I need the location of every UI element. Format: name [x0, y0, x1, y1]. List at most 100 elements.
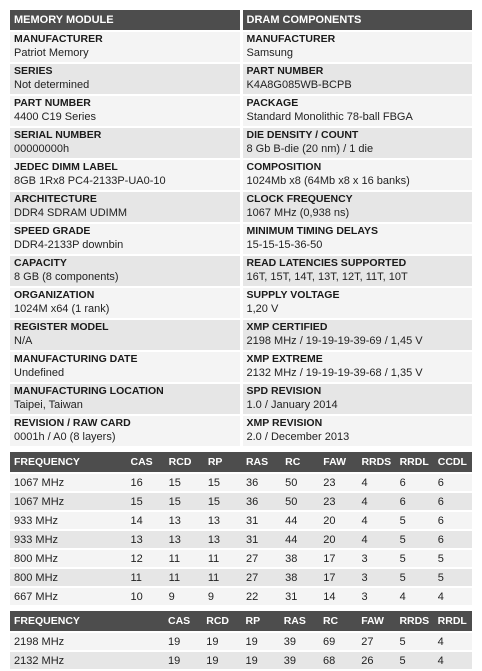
table-cell: 3 [357, 550, 396, 567]
field-label: REGISTER MODEL [14, 321, 109, 333]
field-label: COMPOSITION [246, 161, 322, 173]
table-cell: 6 [433, 531, 472, 548]
table-cell: 1067 MHz [10, 474, 127, 491]
table-cell: 38 [281, 550, 320, 567]
field-label: PACKAGE [246, 97, 299, 109]
table-cell: 39 [279, 633, 319, 650]
table-cell: 44 [281, 531, 320, 548]
field-value: 2198 MHz / 19-19-19-39-69 / 1,45 V [246, 335, 423, 347]
info-columns: MEMORY MODULE MANUFACTURER Patriot Memory… [10, 10, 472, 448]
table-cell: 27 [241, 550, 282, 567]
table-cell: 19 [164, 633, 203, 650]
table-cell: 5 [395, 550, 434, 567]
table-cell: 4 [357, 531, 396, 548]
field-value: 1024Mb x8 (64Mb x8 x 16 banks) [246, 175, 410, 187]
info-cell: XMP EXTREME 2132 MHz / 19-19-19-39-68 / 1… [242, 352, 472, 382]
table-cell: 19 [241, 652, 280, 669]
table-cell: 5 [395, 531, 434, 548]
field-label: DIE DENSITY / COUNT [246, 129, 359, 141]
field-label: REVISION / RAW CARD [14, 417, 131, 429]
field-label: MANUFACTURING DATE [14, 353, 138, 365]
table-cell: 19 [202, 652, 242, 669]
xmp-body: 2198 MHz 19 19 19 39 69 27 5 4 2132 MHz 19 19 19 39 68… [10, 633, 472, 669]
table-cell: 13 [203, 512, 242, 529]
table-cell: 14 [319, 588, 358, 605]
table-row: 2198 MHz 19 19 19 39 69 27 5 4 [10, 633, 472, 650]
field-label: SERIES [14, 65, 53, 77]
field-label: XMP EXTREME [246, 353, 323, 365]
field-value: 1,20 V [246, 303, 279, 315]
info-cell: SERIAL NUMBER 00000000h [10, 128, 240, 158]
table-cell: 38 [281, 569, 320, 586]
table-cell: 5 [433, 550, 472, 567]
field-label: MANUFACTURING LOCATION [14, 385, 164, 397]
table-cell: 13 [126, 531, 165, 548]
table-cell: 23 [319, 474, 358, 491]
table-cell: 13 [164, 531, 204, 548]
table-row: 800 MHz 12 11 11 27 38 17 3 5 5 [10, 550, 472, 567]
column-header: CAS [164, 611, 203, 631]
table-cell: 4 [433, 652, 472, 669]
info-cell: SUPPLY VOLTAGE 1,20 V [242, 288, 472, 318]
table-cell: 69 [318, 633, 358, 650]
table-cell: 20 [319, 512, 358, 529]
table-cell: 68 [318, 652, 358, 669]
table-cell: 19 [202, 633, 242, 650]
memory-module-header: MEMORY MODULE [10, 10, 240, 30]
spd-report: MEMORY MODULE MANUFACTURER Patriot Memory… [10, 10, 472, 671]
field-label: MINIMUM TIMING DELAYS [246, 225, 378, 237]
column-header: FREQUENCY [10, 452, 127, 472]
table-cell: 9 [164, 588, 204, 605]
dram-components-fields: MANUFACTURER Samsung PART NUMBER K4A8G085WB… [242, 32, 472, 446]
table-cell: 31 [281, 588, 320, 605]
table-cell: 15 [126, 493, 165, 510]
jedec-timings-table: FREQUENCY CAS RCD RP RAS RC FAW RRDS RRDL CCDL 10… [10, 450, 472, 607]
field-value: 8 Gb B-die (20 nm) / 1 die [246, 143, 374, 155]
table-cell: 10 [126, 588, 165, 605]
column-header: RRDL [433, 611, 472, 631]
field-value: 0001h / A0 (8 layers) [14, 431, 116, 443]
info-cell: MANUFACTURING LOCATION Taipei, Taiwan [10, 384, 240, 414]
column-header: RCD [164, 452, 204, 472]
table-cell: 6 [433, 512, 472, 529]
column-header: RRDL [395, 452, 434, 472]
table-cell: 2132 MHz [10, 652, 164, 669]
field-value: Not determined [14, 79, 90, 91]
table-cell: 36 [241, 474, 282, 491]
table-cell: 1067 MHz [10, 493, 127, 510]
column-header: CCDL [433, 452, 472, 472]
table-cell: 17 [319, 569, 358, 586]
table-cell: 50 [281, 474, 320, 491]
info-cell: ARCHITECTURE DDR4 SDRAM UDIMM [10, 192, 240, 222]
field-value: Undefined [14, 367, 65, 379]
field-value: 1.0 / January 2014 [246, 399, 338, 411]
field-value: N/A [14, 335, 33, 347]
table-row: 933 MHz 14 13 13 31 44 20 4 5 6 [10, 512, 472, 529]
field-value: 2.0 / December 2013 [246, 431, 350, 443]
table-cell: 31 [241, 512, 282, 529]
column-header: RP [241, 611, 280, 631]
table-cell: 6 [395, 474, 434, 491]
field-label: READ LATENCIES SUPPORTED [246, 257, 407, 269]
table-cell: 15 [164, 474, 204, 491]
field-label: ORGANIZATION [14, 289, 95, 301]
info-cell: COMPOSITION 1024Mb x8 (64Mb x8 x 16 banks… [242, 160, 472, 190]
table-cell: 13 [164, 512, 204, 529]
field-label: MANUFACTURER [14, 33, 103, 45]
table-cell: 5 [433, 569, 472, 586]
info-cell: MANUFACTURER Patriot Memory [10, 32, 240, 62]
table-cell: 12 [126, 550, 165, 567]
table-cell: 4 [357, 493, 396, 510]
table-cell: 17 [319, 550, 358, 567]
memory-module-column: MEMORY MODULE MANUFACTURER Patriot Memory… [10, 10, 240, 448]
info-cell: XMP REVISION 2.0 / December 2013 [242, 416, 472, 446]
field-label: CLOCK FREQUENCY [246, 193, 353, 205]
info-cell: ORGANIZATION 1024M x64 (1 rank) [10, 288, 240, 318]
info-cell: XMP CERTIFIED 2198 MHz / 19-19-19-39-69 /… [242, 320, 472, 350]
memory-module-fields: MANUFACTURER Patriot Memory SERIES Not dete… [10, 32, 240, 446]
field-value: 15-15-15-36-50 [246, 239, 323, 251]
column-header: RC [281, 452, 320, 472]
xmp-timings-table: FREQUENCY CAS RCD RP RAS RC FAW RRDS RRDL 2198 M… [10, 609, 472, 671]
table-cell: 23 [319, 493, 358, 510]
column-header: RC [318, 611, 358, 631]
